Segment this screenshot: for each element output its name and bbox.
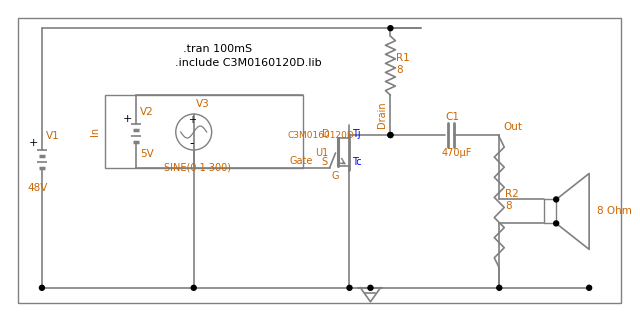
Text: C1: C1: [445, 112, 460, 122]
Bar: [105, 95, 303, 168]
Circle shape: [497, 285, 502, 290]
Circle shape: [388, 26, 393, 31]
Text: Tc: Tc: [353, 157, 362, 167]
Text: 8 Ohm: 8 Ohm: [597, 206, 632, 216]
Text: .include C3M0160120D.lib: .include C3M0160120D.lib: [175, 58, 321, 68]
Text: 8: 8: [396, 64, 403, 74]
Circle shape: [40, 285, 44, 290]
Circle shape: [587, 285, 591, 290]
Text: V2: V2: [140, 106, 154, 116]
Text: SINE(0 1 300): SINE(0 1 300): [164, 163, 231, 173]
Text: 5V: 5V: [140, 148, 154, 158]
Text: 470μF: 470μF: [442, 148, 472, 158]
Text: R1: R1: [396, 53, 410, 63]
Text: V3: V3: [196, 99, 209, 109]
Circle shape: [191, 285, 196, 290]
Bar: [544, 199, 556, 223]
Circle shape: [368, 285, 373, 290]
Text: G: G: [332, 171, 339, 181]
Text: +: +: [188, 115, 196, 125]
Text: R2: R2: [505, 189, 519, 199]
Text: Gate: Gate: [289, 156, 313, 166]
Text: C3M0160120D: C3M0160120D: [287, 131, 355, 140]
Text: V1: V1: [46, 131, 60, 141]
Text: Tj: Tj: [353, 129, 361, 139]
Text: D: D: [321, 129, 329, 139]
Circle shape: [554, 197, 559, 202]
Text: 48V: 48V: [28, 183, 48, 193]
Text: In: In: [90, 127, 100, 136]
Text: -: -: [189, 137, 194, 151]
Text: +: +: [123, 114, 132, 124]
Circle shape: [388, 132, 393, 137]
Circle shape: [347, 285, 352, 290]
Text: Drain: Drain: [378, 102, 387, 128]
Circle shape: [388, 132, 393, 137]
Text: +: +: [29, 138, 38, 148]
Text: U1: U1: [316, 148, 329, 158]
Text: Out: Out: [503, 122, 522, 132]
Text: S: S: [321, 157, 328, 167]
Circle shape: [554, 221, 559, 226]
Text: .tran 100mS: .tran 100mS: [183, 44, 252, 54]
Text: 8: 8: [505, 202, 512, 211]
